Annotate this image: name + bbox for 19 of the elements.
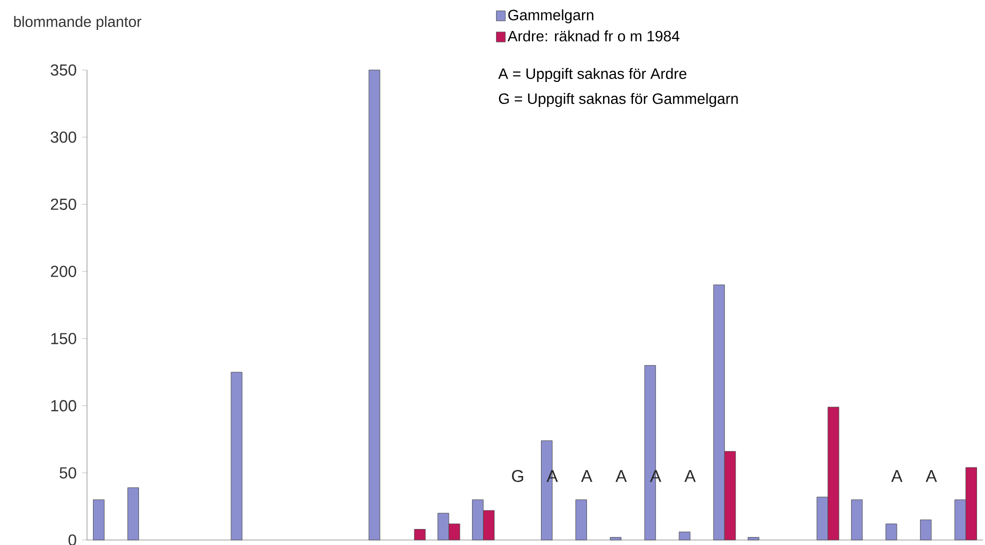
- annotation: A: [581, 470, 592, 482]
- y-tick-label: 50: [60, 467, 76, 479]
- annotation: A = Uppgift saknas för Ardre: [498, 68, 686, 82]
- y-tick-label: 200: [50, 266, 76, 278]
- annotation: G = Uppgift saknas för Gammelgarn: [498, 93, 738, 107]
- annotation: A: [891, 470, 902, 482]
- y-tick-label: 150: [51, 332, 76, 344]
- legend-label: Gammelgarn: [508, 9, 594, 24]
- y-axis-title: blommande plantor: [14, 16, 142, 30]
- annotation: A: [926, 470, 937, 482]
- y-tick-label: 300: [50, 131, 76, 143]
- y-tick-label: 100: [51, 400, 76, 412]
- y-tick-label: 350: [50, 64, 76, 76]
- annotation: A: [616, 470, 627, 482]
- annotation: A: [684, 470, 696, 482]
- annotation: A: [546, 470, 558, 482]
- legend-label: Ardre: räknad fr o m 1984: [508, 30, 680, 42]
- y-tick-label: 250: [50, 198, 76, 210]
- annotation: G: [512, 470, 524, 482]
